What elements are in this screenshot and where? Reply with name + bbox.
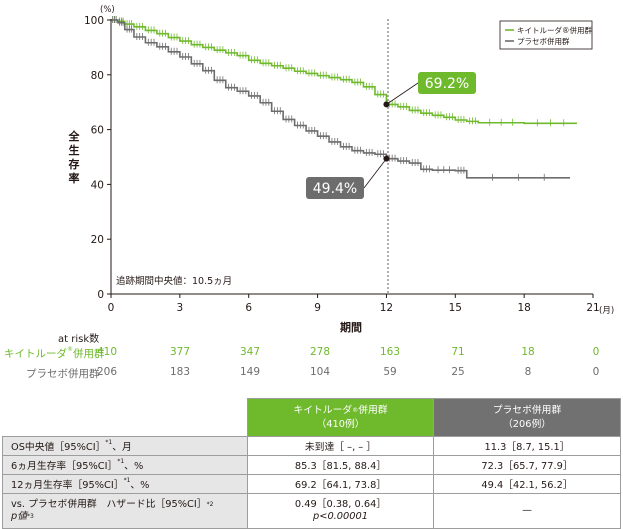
y-tick-label: 60 [91,125,104,137]
annotation-leader [386,82,419,105]
x-tick-label: 15 [449,302,462,314]
risk-value: 377 [169,346,191,358]
risk-table-title: at risk数 [58,334,100,345]
row-label: vs. プラセボ併用群 ハザード比［95%CI］*2 p値*3 [2,493,248,529]
row-label: 12ヵ月生存率［95%CI］*1、% [2,474,248,494]
cell-placebo: 11.3［8.7, 15.1］ [433,436,621,456]
legend-box [499,20,593,50]
y-axis-label-char: 存 [69,157,80,171]
annotation-label: 49.4% [313,181,357,197]
risk-row-placebo: プラセボ併用群 206 183 149 104 59 25 8 0 [0,366,623,380]
risk-row-keytruda: キイトルーダ®併用群 410 377 347 278 163 71 18 0 [0,346,623,360]
risk-value: 104 [309,366,331,378]
row-label: 6ヵ月生存率［95%CI］*1、% [2,455,248,475]
y-tick-label: 40 [91,179,104,191]
x-tick-label: 9 [314,302,321,314]
annotation-box [306,177,364,199]
x-tick-label: 6 [245,302,252,314]
risk-value: 0 [592,346,600,358]
risk-value: 347 [239,346,261,358]
x-tick-label: 0 [108,302,115,314]
summary-table: キイトルーダ®併用群 （410例） プラセボ併用群 （206例） OS中央値［9… [2,398,621,529]
cell-keytruda: 85.3［81.5, 88.4］ [247,455,434,475]
x-unit-label: (月) [599,306,614,316]
cell-placebo: 72.3［65.7, 77.9］ [433,455,621,475]
y-unit-label: (%) [100,5,115,15]
legend-entry: プラセボ併用群 [517,36,570,46]
risk-value: 71 [451,346,465,358]
header-keytruda: キイトルーダ®併用群 （410例） [247,398,434,437]
risk-value: 18 [521,346,535,358]
x-tick-label: 18 [517,302,530,314]
annotation-point [383,101,390,108]
annotation-label: 69.2% [425,76,469,92]
y-axis-label-char: 率 [69,171,80,185]
cell-keytruda: 未到達［ –, – ］ [247,436,434,456]
risk-value: 25 [451,366,465,378]
risk-value: 59 [383,366,397,378]
y-tick-label: 0 [97,289,104,301]
y-axis-label-char: 生 [69,143,80,157]
follow-up-note: 追跡期間中央値：10.5ヵ月 [116,275,232,287]
table-row: vs. プラセボ併用群 ハザード比［95%CI］*2 p値*3 0.49［0.3… [2,493,621,529]
x-axis-label: 期間 [340,320,362,334]
risk-row-label: プラセボ併用群 [26,368,100,380]
y-axis-label-char: 全 [68,129,81,143]
risk-value: 278 [309,346,331,358]
risk-value: 0 [592,366,600,378]
y-tick-label: 20 [91,234,104,246]
annotation-leader [363,158,387,189]
x-tick-label: 3 [177,302,184,314]
annotation-point [383,155,390,162]
x-tick-label: 12 [380,302,393,314]
cell-placebo: — [433,493,621,529]
header-blank [2,398,248,437]
table-row: OS中央値［95%CI］*1、月 未到達［ –, – ］ 11.3［8.7, 1… [2,436,621,456]
risk-value: 206 [97,366,118,378]
cell-placebo: 49.4［42.1, 56.2］ [433,474,621,494]
x-tick-label: 21 [586,302,599,314]
risk-row-label: キイトルーダ®併用群 [4,346,105,360]
risk-value: 410 [97,346,118,358]
risk-value: 8 [524,366,532,378]
legend-entry: キイトルーダ®併用群 [517,25,592,35]
table-row: 12ヵ月生存率［95%CI］*1、% 69.2［64.1, 73.8］ 49.4… [2,474,621,494]
cell-keytruda: 69.2［64.1, 73.8］ [247,474,434,494]
header-placebo: プラセボ併用群 （206例） [433,398,621,437]
annotation-box [418,72,476,94]
row-label: OS中央値［95%CI］*1、月 [2,436,248,456]
y-tick-label: 80 [91,70,104,82]
risk-value: 183 [169,366,191,378]
table-row: 6ヵ月生存率［95%CI］*1、% 85.3［81.5, 88.4］ 72.3［… [2,455,621,475]
y-tick-label: 100 [84,15,104,27]
cell-keytruda: 0.49［0.38, 0.64］ p<0.00001 [247,493,434,529]
risk-value: 149 [239,366,261,378]
risk-value: 163 [379,346,401,358]
